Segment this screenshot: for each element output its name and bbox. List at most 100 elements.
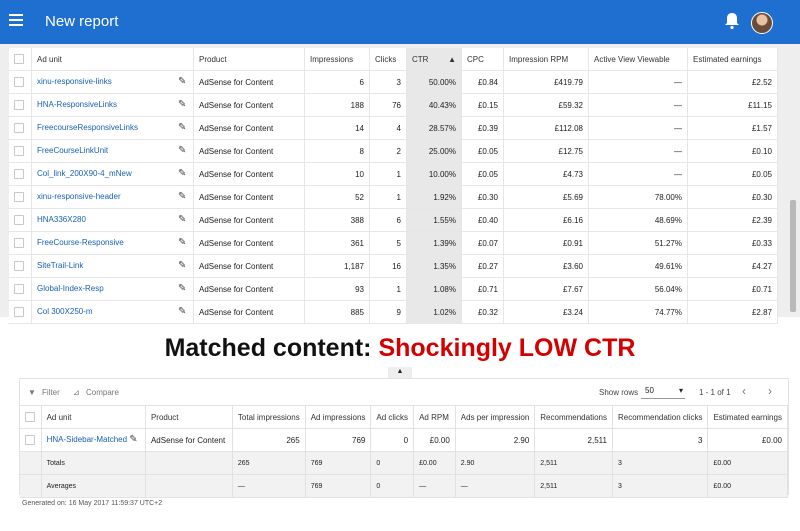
select-all-checkbox[interactable] bbox=[25, 412, 35, 422]
row-checkbox-cell[interactable] bbox=[9, 93, 32, 117]
pencil-icon[interactable]: ✎ bbox=[178, 191, 187, 202]
table-row[interactable]: SiteTrail-Link ✎ AdSense for Content 1,18… bbox=[9, 254, 778, 278]
col-ad-clicks[interactable]: Ad clicks bbox=[370, 406, 415, 429]
row-checkbox-cell[interactable] bbox=[9, 139, 32, 163]
collapse-toggle[interactable]: ▲ bbox=[388, 367, 412, 378]
pencil-icon[interactable]: ✎ bbox=[178, 283, 187, 294]
ad-unit-link[interactable]: FreeCourse-Responsive bbox=[37, 238, 124, 247]
pencil-icon[interactable]: ✎ bbox=[178, 214, 187, 225]
col-ad-rpm[interactable]: Ad RPM bbox=[413, 406, 456, 429]
ad-unit-link[interactable]: HNA-Sidebar-Matched bbox=[46, 435, 128, 444]
select-all-checkbox[interactable] bbox=[14, 54, 24, 64]
ad-unit-cell[interactable]: Col 300X250-m ✎ bbox=[31, 300, 194, 324]
select-all-header[interactable] bbox=[9, 48, 32, 71]
col-ad-unit[interactable]: Ad unit bbox=[31, 48, 194, 71]
pencil-icon[interactable]: ✎ bbox=[178, 168, 187, 179]
avatar[interactable] bbox=[751, 12, 773, 34]
col-impressions[interactable]: Impressions bbox=[304, 48, 370, 71]
ad-unit-cell[interactable]: xinu-responsive-links ✎ bbox=[31, 70, 194, 94]
filter-icon[interactable]: ▼ bbox=[28, 388, 36, 397]
row-checkbox-cell[interactable] bbox=[9, 162, 32, 186]
col-active-view[interactable]: Active View Viewable bbox=[588, 48, 688, 71]
table-row[interactable]: FreecourseResponsiveLinks ✎ AdSense for C… bbox=[9, 116, 778, 140]
table-row[interactable]: HNA336X280 ✎ AdSense for Content 388 6 1.… bbox=[9, 208, 778, 232]
table-row[interactable]: Global-Index-Resp ✎ AdSense for Content 9… bbox=[9, 277, 778, 301]
table-row[interactable]: HNA-Sidebar-Matched ✎ AdSense for Conten… bbox=[20, 428, 788, 452]
col-cpc[interactable]: CPC bbox=[461, 48, 504, 71]
row-checkbox[interactable] bbox=[14, 169, 24, 179]
pencil-icon[interactable]: ✎ bbox=[178, 99, 187, 110]
col-product[interactable]: Product bbox=[193, 48, 305, 71]
row-checkbox[interactable] bbox=[14, 261, 24, 271]
col-ad-unit[interactable]: Ad unit bbox=[41, 406, 146, 429]
ad-unit-link[interactable]: xinu-responsive-links bbox=[37, 77, 112, 86]
col-product[interactable]: Product bbox=[145, 406, 233, 429]
row-checkbox-cell[interactable] bbox=[9, 208, 32, 232]
ad-unit-cell[interactable]: HNA336X280 ✎ bbox=[31, 208, 194, 232]
ad-unit-link[interactable]: FreecourseResponsiveLinks bbox=[37, 123, 138, 132]
row-checkbox-cell[interactable] bbox=[9, 277, 32, 301]
ad-unit-cell[interactable]: FreecourseResponsiveLinks ✎ bbox=[31, 116, 194, 140]
table-row[interactable]: xinu-responsive-header ✎ AdSense for Cont… bbox=[9, 185, 778, 209]
filter-button[interactable]: Filter bbox=[42, 388, 60, 397]
col-recommendation-clicks[interactable]: Recommendation clicks bbox=[612, 406, 709, 429]
ad-unit-link[interactable]: FreeCourseLinkUnit bbox=[37, 146, 109, 155]
select-all-header[interactable] bbox=[20, 406, 42, 429]
row-checkbox[interactable] bbox=[14, 100, 24, 110]
ad-unit-cell[interactable]: HNA-ResponsiveLinks ✎ bbox=[31, 93, 194, 117]
ad-unit-link[interactable]: Col_link_200X90-4_mNew bbox=[37, 169, 132, 178]
table-row[interactable]: Col 300X250-m ✎ AdSense for Content 885 9… bbox=[9, 300, 778, 324]
ad-unit-link[interactable]: xinu-responsive-header bbox=[37, 192, 121, 201]
ad-unit-cell[interactable]: Global-Index-Resp ✎ bbox=[31, 277, 194, 301]
row-checkbox[interactable] bbox=[25, 435, 35, 445]
ad-unit-link[interactable]: HNA-ResponsiveLinks bbox=[37, 100, 118, 109]
show-rows-select[interactable]: 50 ▾ bbox=[641, 384, 685, 399]
pencil-icon[interactable]: ✎ bbox=[129, 434, 138, 445]
col-estimated-earnings[interactable]: Estimated earnings bbox=[687, 48, 778, 71]
table-row[interactable]: xinu-responsive-links ✎ AdSense for Conte… bbox=[9, 70, 778, 94]
row-checkbox[interactable] bbox=[14, 123, 24, 133]
menu-icon[interactable] bbox=[9, 14, 23, 26]
ad-unit-cell[interactable]: xinu-responsive-header ✎ bbox=[31, 185, 194, 209]
row-checkbox[interactable] bbox=[14, 238, 24, 248]
row-checkbox-cell[interactable] bbox=[9, 254, 32, 278]
ad-unit-link[interactable]: HNA336X280 bbox=[37, 215, 86, 224]
row-checkbox-cell[interactable] bbox=[9, 185, 32, 209]
row-checkbox[interactable] bbox=[14, 284, 24, 294]
row-checkbox[interactable] bbox=[14, 77, 24, 87]
ad-unit-cell[interactable]: FreeCourse-Responsive ✎ bbox=[31, 231, 194, 255]
table-row[interactable]: FreeCourse-Responsive ✎ AdSense for Conte… bbox=[9, 231, 778, 255]
pencil-icon[interactable]: ✎ bbox=[178, 237, 187, 248]
pencil-icon[interactable]: ✎ bbox=[178, 145, 187, 156]
row-checkbox-cell[interactable] bbox=[20, 428, 42, 452]
pencil-icon[interactable]: ✎ bbox=[178, 306, 187, 317]
col-total-impressions[interactable]: Total impressions bbox=[232, 406, 306, 429]
row-checkbox[interactable] bbox=[14, 307, 24, 317]
col-estimated-earnings[interactable]: Estimated earnings bbox=[707, 406, 788, 429]
pencil-icon[interactable]: ✎ bbox=[178, 76, 187, 87]
col-impression-rpm[interactable]: Impression RPM bbox=[503, 48, 589, 71]
compare-icon[interactable]: ⊿ bbox=[73, 388, 80, 397]
col-clicks[interactable]: Clicks bbox=[369, 48, 407, 71]
table-row[interactable]: FreeCourseLinkUnit ✎ AdSense for Content … bbox=[9, 139, 778, 163]
vertical-scrollbar[interactable] bbox=[790, 200, 796, 312]
row-checkbox[interactable] bbox=[14, 192, 24, 202]
chevron-left-icon[interactable]: ‹ bbox=[742, 384, 746, 398]
chevron-right-icon[interactable]: › bbox=[768, 384, 772, 398]
row-checkbox-cell[interactable] bbox=[9, 116, 32, 140]
ad-unit-link[interactable]: SiteTrail-Link bbox=[37, 261, 84, 270]
bell-icon[interactable] bbox=[724, 12, 740, 30]
compare-button[interactable]: Compare bbox=[86, 388, 119, 397]
ad-unit-cell[interactable]: FreeCourseLinkUnit ✎ bbox=[31, 139, 194, 163]
col-ads-per-impression[interactable]: Ads per impression bbox=[455, 406, 536, 429]
ad-unit-link[interactable]: Global-Index-Resp bbox=[37, 284, 104, 293]
row-checkbox-cell[interactable] bbox=[9, 300, 32, 324]
row-checkbox-cell[interactable] bbox=[9, 231, 32, 255]
pencil-icon[interactable]: ✎ bbox=[178, 260, 187, 271]
ad-unit-cell[interactable]: HNA-Sidebar-Matched ✎ bbox=[41, 428, 146, 452]
table-row[interactable]: Col_link_200X90-4_mNew ✎ AdSense for Cont… bbox=[9, 162, 778, 186]
col-recommendations[interactable]: Recommendations bbox=[534, 406, 613, 429]
ad-unit-cell[interactable]: SiteTrail-Link ✎ bbox=[31, 254, 194, 278]
ad-unit-cell[interactable]: Col_link_200X90-4_mNew ✎ bbox=[31, 162, 194, 186]
pencil-icon[interactable]: ✎ bbox=[178, 122, 187, 133]
